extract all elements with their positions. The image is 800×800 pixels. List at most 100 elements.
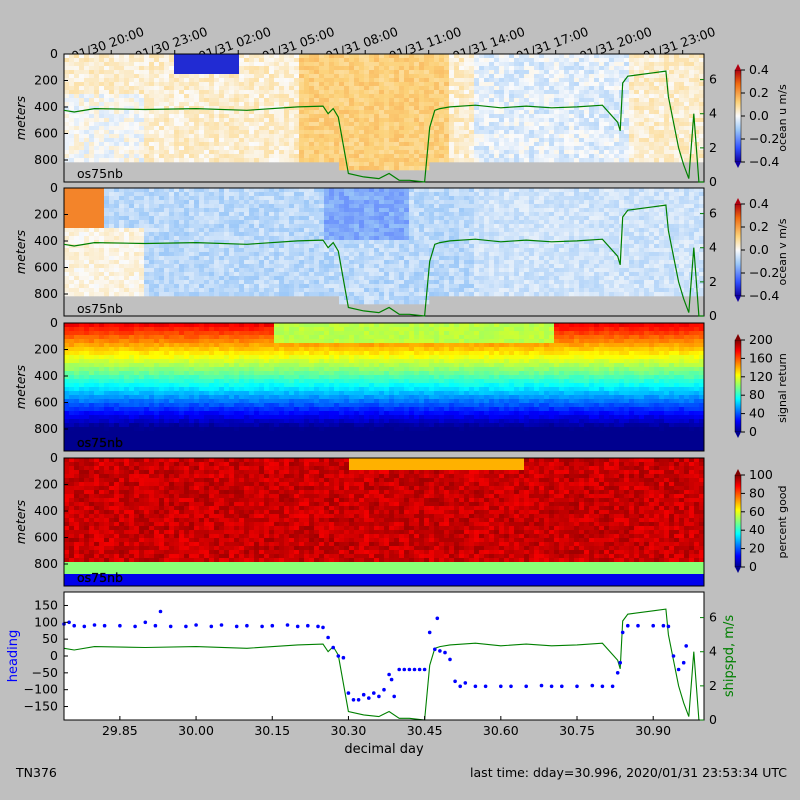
heading-point bbox=[321, 625, 325, 630]
instrument-label: os75nb bbox=[77, 166, 123, 181]
heading-point bbox=[67, 620, 71, 625]
colorbar-label-v: ocean v m/s bbox=[776, 218, 789, 285]
heading-point bbox=[620, 630, 625, 635]
heading-point bbox=[331, 645, 336, 650]
heading-point bbox=[387, 672, 391, 677]
heading-point bbox=[92, 623, 97, 627]
heading-point bbox=[382, 687, 386, 692]
heading-point bbox=[361, 692, 366, 697]
colorbar-tick-label: 40 bbox=[749, 406, 765, 421]
heading-point bbox=[82, 624, 87, 629]
heading-point bbox=[463, 681, 468, 685]
speed-tick-label: 2 bbox=[709, 274, 717, 289]
heading-point bbox=[72, 623, 76, 628]
heading-point bbox=[402, 667, 407, 672]
heading-point bbox=[684, 644, 688, 648]
heading-point bbox=[636, 623, 640, 628]
heading-point bbox=[209, 624, 214, 629]
speed-tick-label: 4 bbox=[709, 240, 717, 255]
heading-point bbox=[509, 684, 513, 689]
heading-tick-label: 0 bbox=[50, 648, 58, 663]
x-tick-label: 29.85 bbox=[102, 723, 138, 738]
heading-point bbox=[453, 679, 457, 684]
colorbar-tick-label: 0 bbox=[749, 559, 757, 574]
heading-point bbox=[600, 684, 605, 689]
colorbar-label-pg: percent good bbox=[776, 485, 789, 558]
heading-point bbox=[270, 623, 275, 628]
heading-point bbox=[341, 655, 346, 660]
x-tick-label: 30.75 bbox=[559, 723, 595, 738]
ocean-u-panel: os75nb bbox=[63, 53, 705, 183]
colorbar-tick-label: 100 bbox=[749, 467, 773, 482]
heading-point bbox=[168, 624, 173, 629]
depth-tick-label: 200 bbox=[34, 342, 58, 357]
heading-point bbox=[118, 623, 122, 628]
colorbar-tick-label: 0 bbox=[749, 424, 757, 439]
heading-point bbox=[681, 660, 686, 665]
heading-point bbox=[651, 623, 655, 628]
depth-tick-label: 200 bbox=[34, 73, 58, 88]
heading-point bbox=[615, 671, 620, 675]
colorbar-label-u: ocean u m/s bbox=[776, 84, 789, 152]
cruise-id: TN376 bbox=[15, 765, 57, 780]
colorbar-tick-label: 0.0 bbox=[749, 242, 769, 257]
heading-point bbox=[351, 698, 356, 702]
depth-tick-label: 600 bbox=[34, 126, 58, 141]
heading-point bbox=[539, 683, 544, 688]
depth-tick-label: 0 bbox=[50, 315, 58, 330]
speed-tick-label: 0 bbox=[709, 308, 717, 323]
depth-tick-label: 400 bbox=[34, 99, 58, 114]
instrument-label: os75nb bbox=[77, 435, 123, 450]
x-tick-label: 30.00 bbox=[178, 723, 214, 738]
colorbar-tick-label: 120 bbox=[749, 369, 773, 384]
depth-tick-label: 200 bbox=[34, 477, 58, 492]
colorbar-tick-label: 0.2 bbox=[749, 85, 769, 100]
depth-tick-label: 600 bbox=[34, 395, 58, 410]
heading-point bbox=[295, 624, 300, 629]
heading-point bbox=[285, 623, 290, 627]
speed-tick-label: 2 bbox=[709, 678, 717, 693]
colorbar-tick-label: 20 bbox=[749, 541, 765, 556]
heading-point bbox=[245, 623, 249, 628]
heading-point bbox=[158, 609, 163, 614]
colorbar-tick-label: 200 bbox=[749, 332, 773, 347]
speed-tick-label: 4 bbox=[709, 106, 717, 121]
heading-point bbox=[417, 667, 422, 672]
x-tick-label: 30.45 bbox=[407, 723, 443, 738]
heading-tick-label: −100 bbox=[24, 682, 58, 697]
heading-point bbox=[458, 684, 463, 689]
heading-point bbox=[336, 654, 341, 658]
heading-point bbox=[377, 694, 381, 699]
shipspd-line bbox=[63, 70, 704, 183]
colorbar-tick-label: 0.4 bbox=[749, 196, 769, 211]
depth-tick-label: 800 bbox=[34, 421, 58, 436]
heading-point bbox=[346, 691, 351, 695]
heading-point bbox=[234, 624, 239, 629]
y-axis-label: meters bbox=[13, 229, 28, 274]
colorbar-tick-label: −0.2 bbox=[749, 265, 779, 280]
heading-point bbox=[306, 623, 310, 628]
ocean-v-panel: os75nb bbox=[63, 187, 705, 317]
heading-point bbox=[676, 667, 681, 672]
speed-tick-label: 6 bbox=[709, 72, 717, 87]
heading-point bbox=[448, 657, 452, 662]
heading-point bbox=[372, 691, 376, 695]
shipspd-line bbox=[63, 608, 704, 721]
percent-good-panel: os75nb bbox=[63, 457, 705, 587]
colorbar-signal-return bbox=[734, 334, 742, 438]
heading-tick-label: 50 bbox=[42, 631, 58, 646]
heading-point bbox=[316, 624, 320, 629]
heading-point bbox=[407, 667, 412, 672]
colorbar-tick-label: 60 bbox=[749, 504, 765, 519]
heading-point bbox=[443, 650, 447, 655]
depth-tick-label: 200 bbox=[34, 207, 58, 222]
depth-tick-label: 0 bbox=[50, 46, 58, 61]
heading-point bbox=[435, 616, 440, 621]
heading-point bbox=[626, 623, 630, 628]
heading-point bbox=[260, 624, 264, 629]
heading-ylabel: heading bbox=[6, 630, 21, 683]
heading-point bbox=[671, 654, 676, 658]
speed-tick-label: 0 bbox=[709, 712, 717, 727]
x-axis-label: decimal day bbox=[344, 742, 424, 757]
